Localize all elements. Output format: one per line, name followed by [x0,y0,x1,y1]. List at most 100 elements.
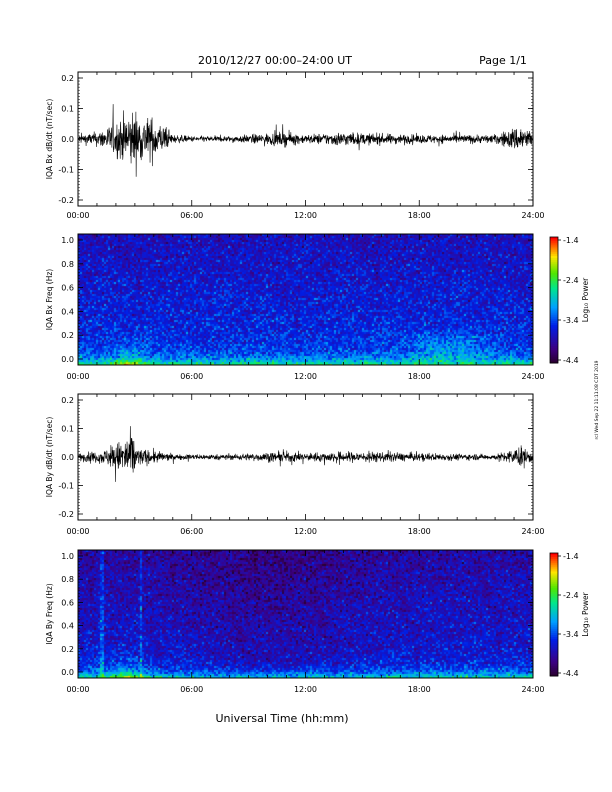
colorbar-swatch [550,342,558,345]
y-axis-label: IQA By dB/dt (nT/sec) [45,417,54,498]
colorbar-swatch [550,287,558,290]
side-note: rcl Wed Sep 22 11:11:08 CDT 2019 [594,360,600,439]
colorbar-swatch [550,251,558,255]
colorbar-swatch [550,659,558,663]
colorbar-swatch [550,587,558,591]
colorbar-swatch [550,291,558,295]
colorbar-swatch [550,283,558,286]
colorbar-swatch [550,306,558,309]
colorbar-swatch [550,594,558,597]
colorbar-tick-label: -2.4 [563,591,579,600]
colorbar-swatch [550,247,558,251]
colorbar-swatch [550,289,558,293]
colorbar-swatch [550,661,558,665]
series-trace [77,426,534,482]
colorbar-swatch [550,360,558,364]
y-tick-label: 0.6 [61,598,74,607]
y-tick-label: 0.8 [61,260,74,269]
colorbar-swatch [550,563,558,566]
y-tick-label: 0.0 [61,355,74,364]
colorbar-swatch [550,316,558,320]
page-number: Page 1/1 [479,54,527,67]
colorbar-swatch [550,641,558,644]
colorbar-swatch [550,643,558,646]
colorbar-frame [549,552,559,677]
colorbar-swatch [550,645,558,648]
series-trace [77,104,534,177]
colorbar-swatch [550,333,558,337]
colorbar-swatch [550,304,558,307]
y-tick-label: 0.4 [61,622,74,631]
colorbar-swatch [550,647,558,650]
x-tick-label: 24:00 [521,685,544,694]
colorbar-swatch [550,637,558,640]
x-tick-label: 00:00 [66,372,89,381]
colorbar-swatch [550,255,558,259]
colorbar-swatch [550,606,558,609]
colorbar-swatch [550,573,558,577]
colorbar-swatch [550,352,558,356]
colorbar-swatch [550,622,558,626]
colorbar-swatch [550,344,558,347]
spectrogram-image [78,234,533,365]
panel-by-dbdt: 00:00 06:00 12:00 18:00 24:00 0.2 0.1 0.0 -0.1 -0… [45,393,545,536]
colorbar-swatch [550,557,558,560]
colorbar-swatch [550,272,558,276]
colorbar-tick-label: -1.4 [563,236,579,245]
x-tick-label: 18:00 [408,685,431,694]
y-axis-label: IQA By Freq (Hz) [45,583,54,645]
colorbar-swatch [550,585,558,589]
colorbar-swatch [550,264,558,267]
y-tick-label: 1.0 [61,552,74,561]
colorbar-swatch [550,583,558,587]
colorbar-swatch [550,612,558,615]
x-tick-label: 24:00 [521,527,544,536]
colorbar-swatch [550,632,558,636]
colorbar-label: Log₁₀ Power [581,591,590,636]
x-tick-label: 12:00 [294,372,317,381]
colorbar-swatch [550,300,558,303]
colorbar-swatch [550,310,558,314]
colorbar-swatch [550,553,558,556]
colorbar-swatch [550,331,558,335]
colorbar-swatch [550,245,558,248]
x-tick-label: 24:00 [521,372,544,381]
colorbar-swatch [550,577,558,581]
colorbar-swatch [550,266,558,269]
colorbar-swatch [550,673,558,677]
colorbar-swatch [550,671,558,675]
colorbar-swatch [550,669,558,673]
colorbar-swatch [550,600,558,603]
colorbar-swatch [550,651,558,654]
colorbar-tick-label: -4.4 [563,669,579,678]
x-tick-label: 12:00 [294,211,317,220]
colorbar-swatch [550,325,558,328]
panel-bx-dbdt: 00:00 06:00 12:00 18:00 24:00 0.2 0.1 0.0 -0.1 -0… [45,71,545,220]
colorbar-swatch [550,279,558,282]
colorbar-swatch [550,348,558,351]
colorbar-swatch [550,354,558,358]
y-tick-label: 0.2 [61,645,74,654]
colorbar-swatch [550,649,558,652]
colorbar-swatch [550,262,558,265]
colorbar-swatch [550,571,558,574]
y-tick-label: 0.4 [61,307,74,316]
colorbar-swatch [550,639,558,642]
colorbar-swatch [550,620,558,624]
colorbar-swatch [550,321,558,324]
colorbar-swatch [550,346,558,349]
colorbar-swatch [550,589,558,593]
colorbar-swatch [550,575,558,579]
colorbar-swatch [550,628,558,632]
colorbar-swatch [550,618,558,622]
y-tick-label: 0.2 [61,396,74,405]
y-tick-label: -0.1 [58,482,74,491]
y-tick-label: -0.2 [58,510,74,519]
colorbar-swatch [550,253,558,257]
colorbar-swatch [550,555,558,558]
colorbar-swatch [550,653,558,656]
colorbar-swatch [550,285,558,288]
colorbar-swatch [550,293,558,297]
colorbar-tick-label: -3.4 [563,316,579,325]
colorbar-swatch [550,665,558,669]
